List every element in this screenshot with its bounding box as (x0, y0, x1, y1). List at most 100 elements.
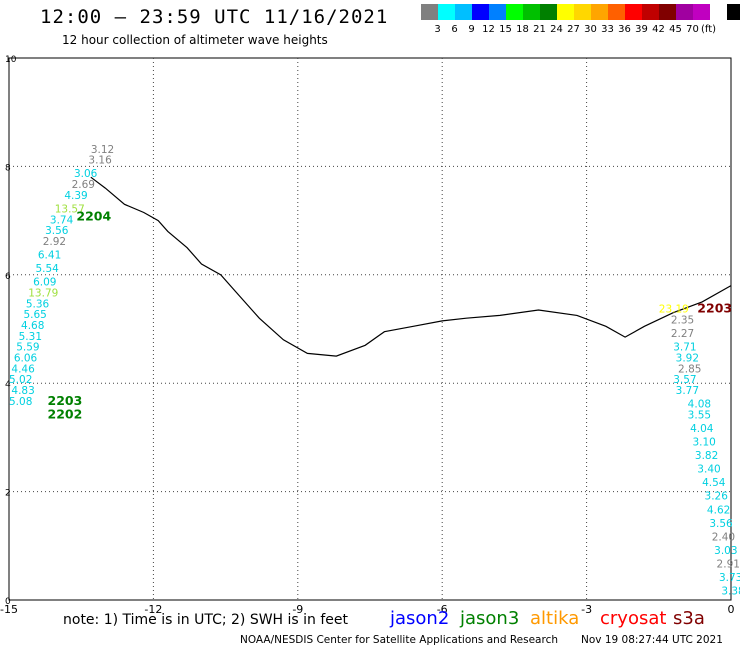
wave-height-value: 23.19 (659, 304, 689, 316)
credit-timestamp: Nov 19 08:27:44 UTC 2021 (581, 634, 723, 646)
wave-height-value: 4.83 (11, 385, 34, 397)
wave-height-value: 5.31 (19, 331, 42, 343)
legend-swatch (591, 4, 608, 20)
wave-height-value: 3.12 (91, 144, 114, 156)
wave-height-value: 5.59 (16, 342, 39, 354)
map-subtitle: 12 hour collection of altimeter wave hei… (62, 33, 328, 47)
wave-height-value: 13.57 (55, 203, 85, 215)
x-tick-label: -3 (581, 603, 592, 616)
satellite-name-s3a: s3a (673, 608, 705, 629)
wave-height-value: 2.92 (43, 236, 66, 248)
legend-swatch (523, 4, 540, 20)
wave-height-value: 13.79 (28, 287, 58, 299)
footnote: note: 1) Time is in UTC; 2) SWH is in fe… (63, 612, 349, 628)
wave-height-value: 2.27 (671, 328, 694, 340)
wave-height-value: 3.82 (695, 450, 718, 462)
satellite-name-altika: altika (530, 608, 580, 629)
wave-height-value: 3.55 (688, 409, 711, 421)
legend-label: 30 (584, 24, 597, 35)
x-tick-label: -12 (144, 603, 162, 616)
wave-height-value: 5.08 (9, 396, 32, 408)
coastline (90, 176, 732, 357)
track-time-label: 2204 (76, 209, 111, 224)
legend-unit: (ft) (701, 24, 717, 35)
wave-height-value: 4.46 (11, 363, 35, 375)
legend-label: 12 (482, 24, 495, 35)
legend-label: 39 (635, 24, 648, 35)
legend-swatch (421, 4, 438, 20)
wave-height-value: 4.08 (688, 399, 711, 411)
wave-height-value: 3.57 (673, 374, 696, 386)
wave-height-value: 3.73 (719, 572, 740, 584)
legend-label: 9 (468, 24, 475, 35)
legend-label: 24 (550, 24, 563, 35)
satellite-name-jason2: jason2 (390, 608, 450, 629)
track-time-label: 2202 (48, 406, 83, 421)
legend-label: 27 (567, 24, 580, 35)
legend-swatch (625, 4, 642, 20)
legend-label: 21 (533, 24, 546, 35)
wave-height-value: 3.06 (74, 168, 98, 180)
wave-height-value: 4.04 (690, 423, 714, 435)
legend-swatch (455, 4, 472, 20)
wave-height-value: 4.68 (21, 320, 44, 332)
y-tick-label: 2 (5, 489, 11, 499)
legend-swatch (608, 4, 625, 20)
wave-height-value: 5.65 (23, 309, 46, 321)
satellite-name-cryosat: cryosat (600, 608, 667, 629)
map-frame (8, 57, 732, 601)
legend-label: 36 (618, 24, 631, 35)
wave-height-value: 3.74 (50, 214, 74, 226)
legend-label: 70 (686, 24, 699, 35)
legend-swatch (506, 4, 523, 20)
wave-height-value: 6.09 (33, 277, 56, 289)
legend-label: 3 (434, 24, 441, 35)
x-tick-label: -15 (0, 603, 18, 616)
legend-swatch (659, 4, 676, 20)
x-tick-label: 0 (728, 603, 735, 616)
wave-height-value: 3.40 (697, 464, 720, 476)
legend-swatch (489, 4, 506, 20)
legend-swatch (727, 4, 740, 20)
credit-line: NOAA/NESDIS Center for Satellite Applica… (240, 634, 558, 646)
legend-swatch (574, 4, 591, 20)
wave-height-value: 2.69 (72, 179, 95, 191)
y-tick-label: 0 (5, 597, 11, 607)
x-tick-label: -6 (437, 603, 448, 616)
wave-height-value: 5.02 (9, 374, 32, 386)
legend-swatch (557, 4, 574, 20)
wave-height-value: 5.54 (35, 263, 59, 275)
wave-height-value: 4.54 (702, 477, 726, 489)
legend-label: 42 (652, 24, 665, 35)
map-title: 12:00 – 23:59 UTC 11/16/2021 (40, 6, 389, 28)
wave-height-value: 3.03 (714, 545, 737, 557)
x-tick-label: -9 (292, 603, 303, 616)
track-time-label: 2203 (48, 393, 83, 408)
legend-label: 18 (516, 24, 529, 35)
wave-height-value: 2.91 (717, 558, 740, 570)
wave-height-value: 3.16 (88, 155, 112, 167)
y-tick-label: 4 (5, 380, 11, 390)
wave-height-value: 4.62 (707, 504, 730, 516)
legend-swatch (693, 4, 710, 20)
wave-height-value: 6.41 (38, 250, 61, 262)
satellite-name-jason3: jason3 (460, 608, 520, 629)
wave-height-value: 3.71 (673, 342, 696, 354)
legend-swatch (472, 4, 489, 20)
legend-swatch (438, 4, 455, 20)
wave-height-value: 3.56 (45, 225, 69, 237)
wave-height-value: 6.06 (14, 353, 38, 365)
wave-height-value: 3.38 (721, 586, 740, 598)
y-tick-label: 8 (5, 163, 11, 173)
wave-height-value: 3.77 (676, 385, 699, 397)
track-time-label: 2203 (697, 301, 732, 316)
wave-height-value: 2.40 (712, 531, 735, 543)
wave-height-value: 3.56 (709, 518, 733, 530)
legend-label: 6 (451, 24, 458, 35)
y-tick-label: 10 (5, 55, 17, 65)
wave-height-value: 2.85 (678, 363, 701, 375)
legend-swatch (540, 4, 557, 20)
legend-swatch (642, 4, 659, 20)
wave-height-value: 3.26 (705, 491, 729, 503)
legend-label: 33 (601, 24, 614, 35)
